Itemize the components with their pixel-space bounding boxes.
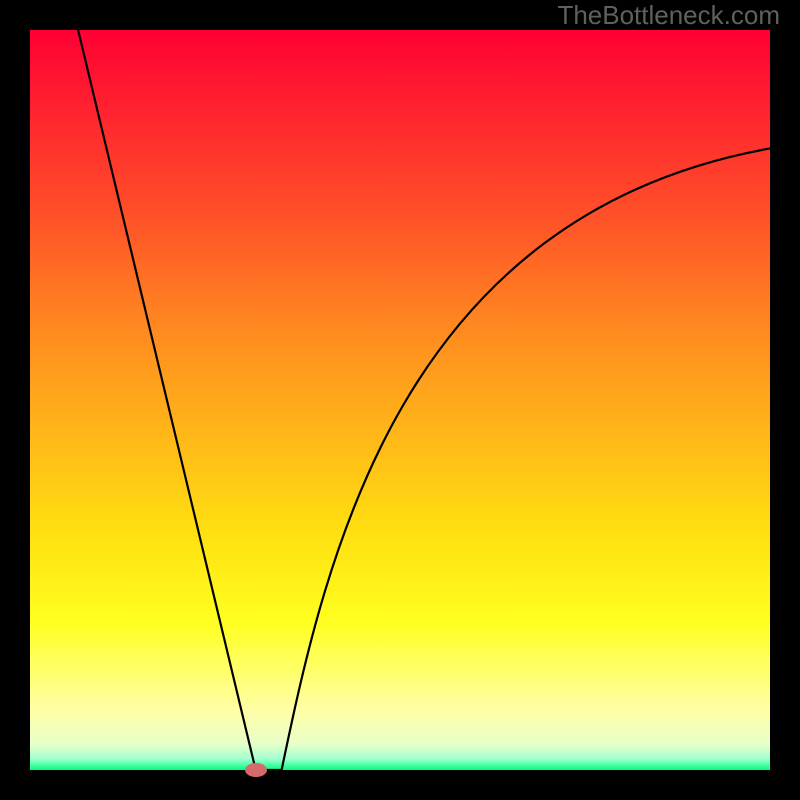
curve-right-branch — [256, 148, 770, 770]
bottleneck-curve — [30, 30, 770, 770]
plot-area — [30, 30, 770, 770]
watermark-text: TheBottleneck.com — [557, 0, 780, 31]
curve-left-branch — [78, 30, 256, 770]
notch-marker — [245, 763, 267, 777]
stage: TheBottleneck.com — [0, 0, 800, 800]
